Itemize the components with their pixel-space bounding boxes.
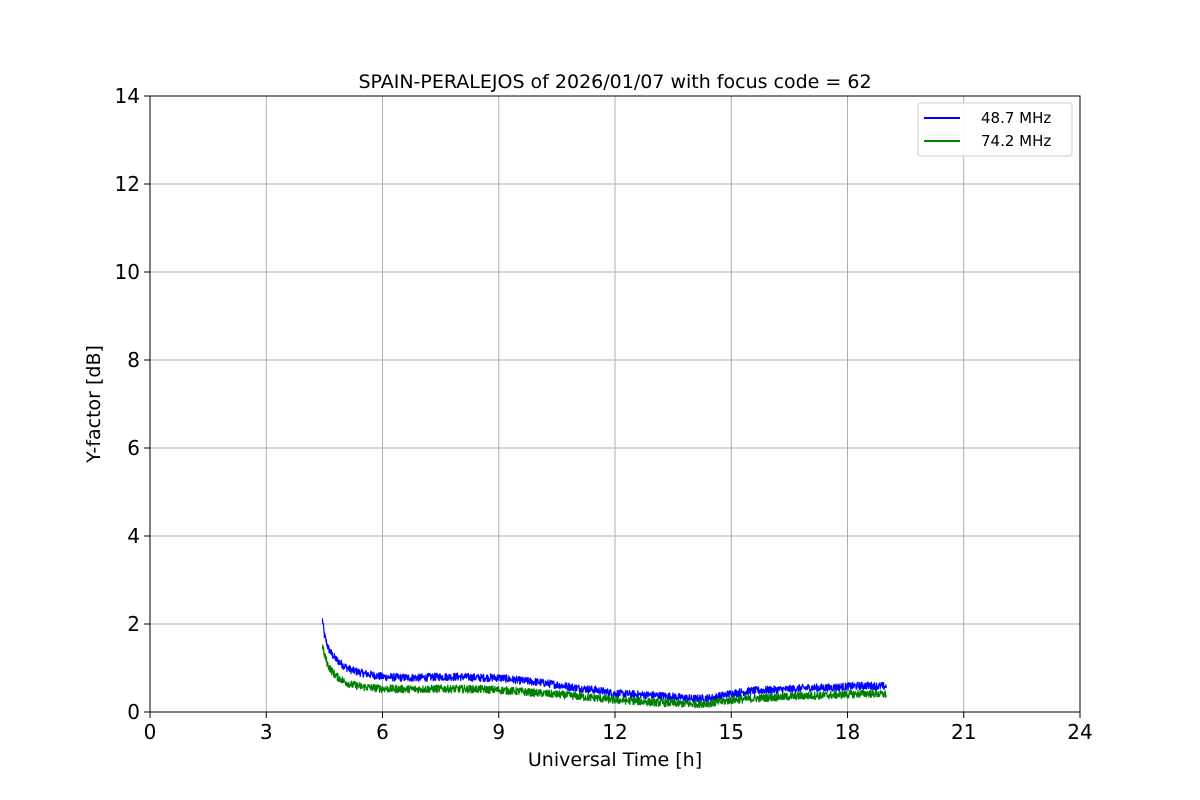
y-axis-label: Y-factor [dB]: [83, 345, 105, 464]
grid: [149, 95, 1081, 713]
x-tick-label: 6: [376, 720, 389, 744]
x-tick-label: 9: [492, 720, 505, 744]
y-tick-label: 4: [127, 524, 140, 548]
x-tick-label: 24: [1067, 720, 1092, 744]
y-tick-label: 10: [115, 260, 140, 284]
y-tick-label: 12: [115, 172, 140, 196]
y-tick-label: 14: [115, 84, 140, 108]
x-axis-label: Universal Time [h]: [528, 749, 702, 771]
y-tick-label: 8: [127, 348, 140, 372]
y-tick-label: 2: [127, 612, 140, 636]
chart-title: SPAIN-PERALEJOS of 2026/01/07 with focus…: [358, 71, 871, 93]
x-tick-label: 0: [144, 720, 157, 744]
series-line-2: [321, 644, 887, 709]
x-tick-label: 18: [835, 720, 860, 744]
x-tick-label: 15: [719, 720, 744, 744]
legend-label-1: 48.7 MHz: [981, 109, 1051, 127]
legend: 48.7 MHz 74.2 MHz: [917, 102, 1073, 157]
x-tick-label: 3: [260, 720, 273, 744]
legend-box: [917, 102, 1073, 157]
y-tick-label: 6: [127, 436, 140, 460]
plot-series: [321, 618, 887, 709]
series-line-1: [321, 618, 887, 703]
x-tick-label: 12: [602, 720, 627, 744]
x-tick-label: 21: [951, 720, 976, 744]
y-tick-label: 0: [127, 700, 140, 724]
legend-label-2: 74.2 MHz: [981, 132, 1051, 150]
